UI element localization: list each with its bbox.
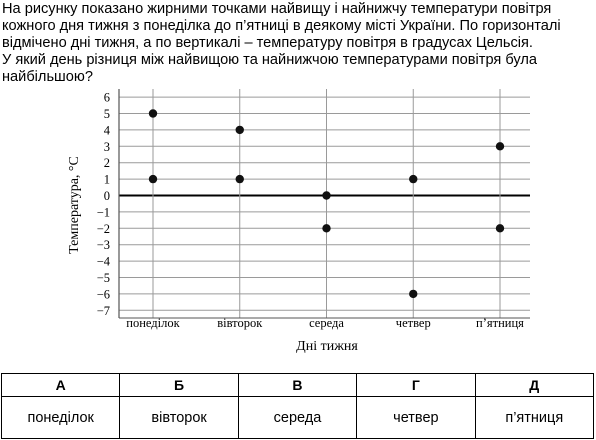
y-tick-label: −2 [97,222,110,236]
x-tick-label: вівторок [217,316,263,330]
x-tick-label: четвер [396,316,431,330]
x-axis-label: Дні тижня [296,339,358,354]
answer-value-h[interactable]: четвер [356,396,476,439]
x-tick-label: понеділок [126,316,180,330]
y-tick-label: 6 [104,91,110,105]
answer-value-a[interactable]: понеділок [0,396,121,439]
y-tick-label: −6 [97,287,110,301]
x-tick-labels: понеділок вівторок середа четвер п’ятниця [126,316,524,330]
data-point [409,289,418,299]
chart-grid [118,89,530,319]
data-point [322,191,331,200]
answer-letter-h: Г [356,372,476,398]
y-tick-label: 0 [104,189,110,203]
x-tick-label: п’ятниця [476,316,524,330]
question-line: найбільшою? [2,69,93,85]
question-line: На рисунку показано жирними точками найв… [2,1,552,17]
answer-letter-v: В [237,372,358,398]
question-line: відмічено дні тижня, а по вертикалі – те… [2,35,533,51]
answer-value-d[interactable]: п’ятниця [474,396,595,439]
y-tick-label: 4 [104,123,111,137]
data-point [235,174,244,184]
y-tick-label: 1 [104,173,110,187]
question-line: У який день різниця між найвищою та найн… [2,52,538,68]
y-tick-label: −3 [97,238,110,252]
data-point [495,142,505,151]
answer-letter-b: Б [119,372,239,398]
y-axis-label: Температура, °С [67,156,82,254]
temperature-chart: 6 5 4 3 2 1 0 −1 −2 −3 −4 −5 −6 −7 понеділок вівторок с… [67,89,530,354]
y-tick-labels: 6 5 4 3 2 1 0 −1 −2 −3 −4 −5 −6 −7 [97,91,111,318]
answer-value-b[interactable]: вівторок [119,396,239,439]
data-point [495,224,505,233]
answer-letter-d: Д [474,372,595,398]
data-point [322,224,331,233]
answer-value-v[interactable]: середа [237,396,358,439]
y-tick-label: −5 [97,271,110,285]
question-text: На рисунку показано жирними точками найв… [2,1,594,86]
data-point [409,174,418,184]
y-tick-label: 3 [104,140,110,154]
y-tick-label: −1 [97,205,110,219]
chart-points [148,109,505,299]
data-point [148,109,158,118]
y-tick-label: −7 [97,304,110,318]
y-tick-label: 2 [104,156,110,170]
answer-options-table: А Б В Г Д понеділок вівторок середа четв… [0,372,595,439]
data-point [235,125,244,135]
question-line: кожного дня тижня з понеділка до п’ятниц… [2,18,561,34]
y-tick-label: −4 [97,255,111,269]
data-point [148,174,158,184]
y-tick-label: 5 [104,107,110,121]
answer-letter-a: А [0,372,121,398]
x-tick-label: середа [309,316,344,330]
